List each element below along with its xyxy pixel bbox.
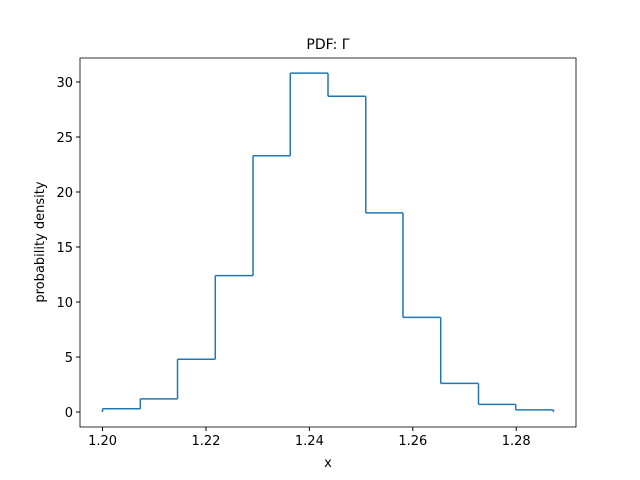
y-tick-label: 30	[56, 76, 73, 91]
y-tick-label: 10	[56, 296, 73, 311]
x-axis-label: x	[324, 456, 332, 471]
y-tick-label: 25	[56, 131, 73, 146]
x-tick-label: 1.22	[191, 434, 220, 449]
y-tick-label: 15	[56, 241, 73, 256]
x-tick-label: 1.24	[295, 434, 324, 449]
y-tick-label: 5	[65, 351, 73, 366]
x-tick-label: 1.28	[502, 434, 531, 449]
x-tick-label: 1.26	[398, 434, 427, 449]
chart-title: PDF: Γ	[306, 37, 349, 53]
y-tick-label: 20	[56, 186, 73, 201]
y-tick-label: 0	[65, 406, 73, 421]
y-axis-label: probability density	[33, 181, 48, 302]
x-tick-label: 1.20	[88, 434, 117, 449]
axes-frame	[79, 57, 577, 428]
